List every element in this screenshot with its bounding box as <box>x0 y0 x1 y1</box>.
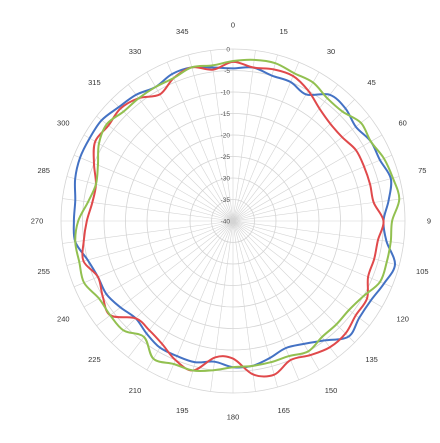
radial-tick-label: -15 <box>221 111 231 118</box>
radial-tick-label: 0 <box>226 47 230 54</box>
grid-spoke <box>232 176 400 222</box>
grid-spoke <box>232 220 400 266</box>
angle-tick-label: 120 <box>396 315 409 324</box>
grid-spoke <box>232 220 320 371</box>
grid-spoke <box>232 220 300 381</box>
grid-spoke <box>128 84 234 222</box>
grid-spoke <box>146 220 234 371</box>
angle-tick-label: 15 <box>280 27 288 36</box>
radial-tick-label: -25 <box>221 154 231 161</box>
grid-spoke <box>96 116 234 222</box>
grid-spoke <box>232 220 278 388</box>
radial-tick-label: -10 <box>221 90 231 97</box>
radial-tick-label: -5 <box>224 68 230 75</box>
grid-spoke <box>166 220 234 381</box>
angle-tick-label: 45 <box>367 78 375 87</box>
angle-tick-label: 240 <box>57 315 70 324</box>
angle-tick-label: 180 <box>227 413 240 422</box>
radial-tick-label: -35 <box>221 197 231 204</box>
radial-tick-label: -30 <box>221 176 231 183</box>
angle-tick-label: 150 <box>325 386 338 395</box>
angle-tick-label: 210 <box>129 386 142 395</box>
grid-spoke <box>210 220 234 392</box>
grid-spoke <box>232 198 404 222</box>
grid-spoke <box>146 71 234 222</box>
grid-spoke <box>66 176 234 222</box>
grid-spoke <box>232 134 383 222</box>
grid-spoke <box>232 220 393 288</box>
grid-spoke <box>83 134 234 222</box>
grid-spoke <box>62 198 234 222</box>
grid-spoke <box>232 84 338 222</box>
grid-spoke <box>111 99 234 222</box>
angle-tick-label: 75 <box>418 166 426 175</box>
angle-tick-label: 330 <box>129 47 142 56</box>
grid-spoke <box>232 54 278 222</box>
grid-spoke <box>73 154 234 222</box>
grid-spoke <box>232 116 370 222</box>
grid-spoke <box>83 220 234 308</box>
grid-spoke <box>232 154 393 222</box>
grid-spoke <box>232 220 370 326</box>
radial-tick-label: -40 <box>221 219 231 226</box>
grid-spoke <box>111 220 234 343</box>
radial-tick-labels: 0 -5 -10 -15 -20 -25 -30 -35 -40 <box>221 47 231 226</box>
grid-spoke <box>232 220 355 343</box>
grid-spoke <box>62 220 234 244</box>
angle-tick-label: 225 <box>88 355 101 364</box>
grid-spoke <box>96 220 234 326</box>
angle-tick-labels: 0 15 30 45 60 75 9 105 120 135 150 165 180 195 210 225 2… <box>31 21 431 422</box>
angle-tick-label: 195 <box>176 406 189 415</box>
angle-tick-label: 345 <box>176 27 189 36</box>
angle-tick-label: 300 <box>57 119 70 128</box>
angle-tick-label: 270 <box>31 217 44 226</box>
grid-spoke <box>232 220 256 392</box>
grid-spoke <box>73 220 234 288</box>
angle-tick-label: 9 <box>427 217 431 226</box>
series-line-1 <box>81 60 385 378</box>
angle-tick-label: 315 <box>88 78 101 87</box>
grid-spoke <box>128 220 234 358</box>
grid-spoke <box>188 220 234 388</box>
angle-tick-label: 60 <box>399 119 407 128</box>
angle-tick-label: 105 <box>416 267 429 276</box>
grid <box>60 48 406 394</box>
angle-tick-label: 30 <box>327 47 335 56</box>
angle-tick-label: 285 <box>37 166 50 175</box>
radial-tick-label: -20 <box>221 133 231 140</box>
angle-tick-label: 0 <box>231 21 235 30</box>
grid-spoke <box>232 99 355 222</box>
grid-spoke <box>232 61 300 222</box>
grid-spoke <box>232 220 383 308</box>
angle-tick-label: 135 <box>365 355 378 364</box>
grid-spoke <box>188 54 234 222</box>
grid-spoke <box>210 50 234 222</box>
grid-spoke <box>166 61 234 222</box>
grid-spoke <box>232 220 338 358</box>
angle-tick-label: 255 <box>37 267 50 276</box>
grid-spoke <box>232 220 404 244</box>
series-line-2 <box>74 58 401 373</box>
series-layer <box>72 58 401 378</box>
angle-tick-label: 165 <box>277 406 290 415</box>
grid-spoke <box>232 71 320 222</box>
grid-spoke <box>232 50 256 222</box>
grid-spoke <box>66 220 234 266</box>
